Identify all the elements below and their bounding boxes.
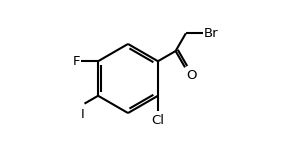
Text: Br: Br <box>204 27 218 40</box>
Text: F: F <box>73 55 80 68</box>
Text: I: I <box>81 108 85 121</box>
Text: O: O <box>187 69 197 82</box>
Text: Cl: Cl <box>152 114 164 127</box>
